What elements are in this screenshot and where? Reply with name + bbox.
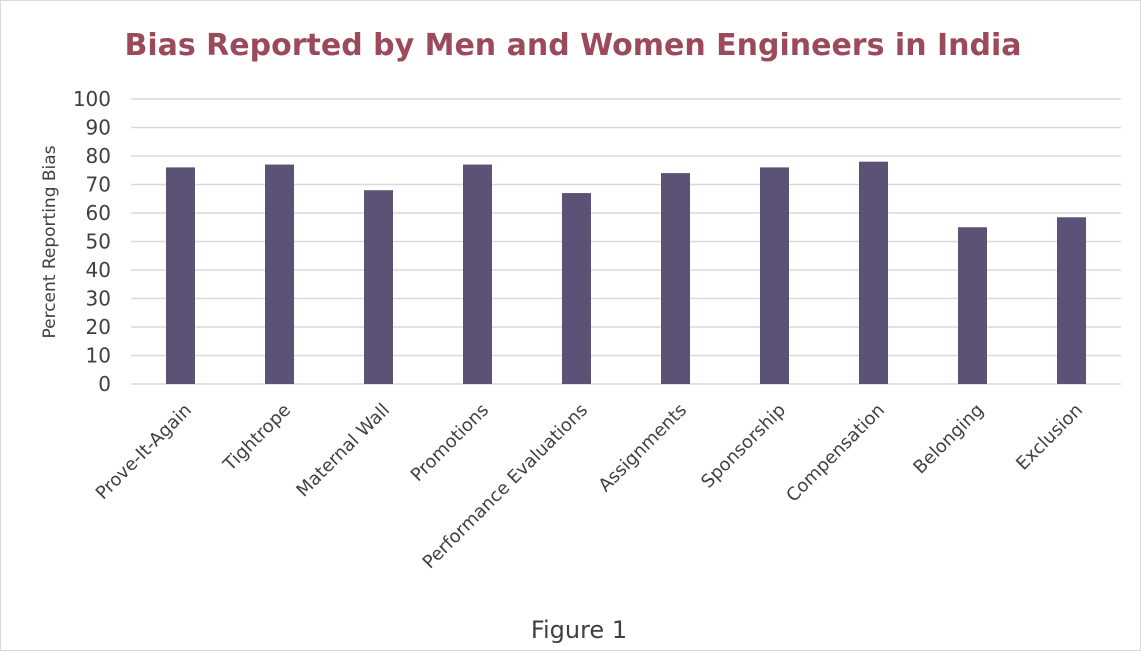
chart-title: Bias Reported by Men and Women Engineers… <box>124 28 1021 63</box>
y-axis-label: Percent Reporting Bias <box>40 145 60 338</box>
bar <box>265 164 294 384</box>
x-tick-label: Compensation <box>782 400 889 507</box>
y-tick-label: 80 <box>86 144 111 168</box>
y-tick-label: 100 <box>73 87 111 111</box>
y-tick-label: 20 <box>86 315 111 339</box>
y-tick-label: 30 <box>86 287 111 311</box>
bar <box>859 161 888 384</box>
y-tick-label: 70 <box>86 173 111 197</box>
bar <box>166 167 195 384</box>
x-tick-label: Prove-It-Again <box>92 400 196 504</box>
x-tick-label: Exclusion <box>1012 400 1087 475</box>
y-tick-label: 60 <box>86 201 111 225</box>
figure-caption: Figure 1 <box>531 616 627 644</box>
bar <box>661 173 690 384</box>
x-tick-label: Maternal Wall <box>292 400 394 502</box>
y-tick-label: 40 <box>86 258 111 282</box>
y-tick-label: 0 <box>98 372 111 396</box>
bar <box>958 227 987 384</box>
bar <box>463 164 492 384</box>
x-tick-label: Promotions <box>407 400 493 486</box>
x-tick-label: Belonging <box>909 400 988 479</box>
x-tick-label: Sponsorship <box>697 400 790 493</box>
x-tick-label: Assignments <box>595 400 691 496</box>
bar <box>1057 217 1086 384</box>
y-tick-label: 90 <box>86 116 111 140</box>
bar <box>364 190 393 384</box>
y-tick-label: 10 <box>86 344 111 368</box>
x-tick-label: Performance Evaluations <box>419 400 592 573</box>
x-tick-label: Tightrope <box>219 400 295 476</box>
bar <box>562 193 591 384</box>
gridlines <box>131 98 1121 385</box>
bar <box>760 167 789 384</box>
y-axis-ticks: 0 10 20 30 40 50 60 70 80 90 100 <box>73 87 111 396</box>
bars <box>166 161 1086 384</box>
y-tick-label: 50 <box>86 230 111 254</box>
